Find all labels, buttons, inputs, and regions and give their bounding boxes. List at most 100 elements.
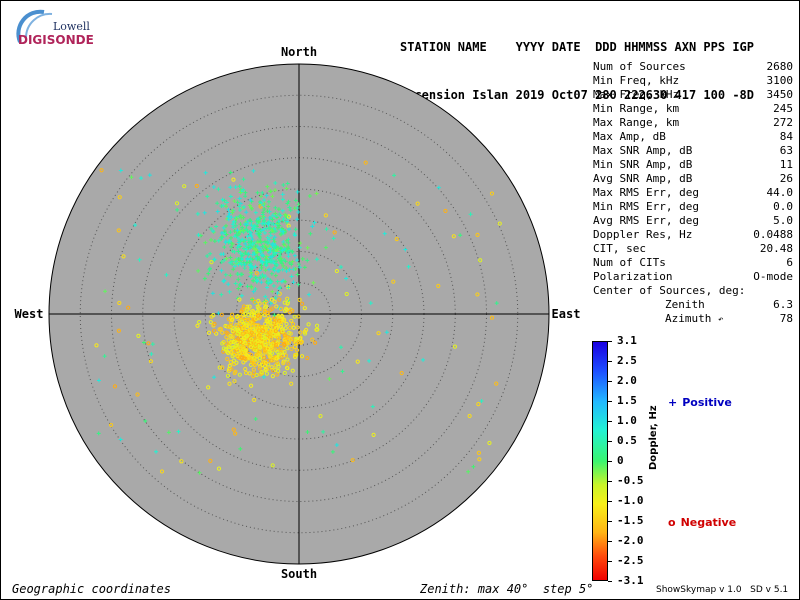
positive-source-marker xyxy=(278,285,283,290)
positive-source-marker xyxy=(208,251,213,256)
positive-source-marker xyxy=(281,242,286,247)
positive-source-marker xyxy=(263,245,268,250)
positive-source-marker xyxy=(255,190,260,195)
positive-source-marker xyxy=(228,260,233,265)
positive-source-marker xyxy=(307,292,312,297)
positive-source-marker xyxy=(243,238,248,243)
positive-source-marker xyxy=(278,250,283,255)
negative-source-marker xyxy=(251,367,256,372)
negative-source-marker xyxy=(234,347,239,352)
positive-source-marker xyxy=(237,282,242,287)
negative-source-marker xyxy=(259,325,265,330)
positive-source-marker xyxy=(260,260,265,265)
positive-source-marker xyxy=(296,209,301,214)
positive-source-marker xyxy=(267,246,272,251)
positive-source-marker xyxy=(291,280,296,285)
negative-source-marker xyxy=(243,311,248,316)
negative-source-marker xyxy=(225,350,231,355)
negative-source-marker xyxy=(282,333,287,338)
negative-source-marker xyxy=(283,326,288,331)
positive-source-marker xyxy=(265,184,270,189)
positive-source-marker xyxy=(141,340,146,345)
positive-source-marker xyxy=(143,418,148,423)
positive-source-marker xyxy=(238,207,243,212)
positive-source-marker xyxy=(280,192,285,197)
positive-source-marker xyxy=(296,282,301,287)
positive-source-marker xyxy=(305,245,310,250)
negative-source-marker xyxy=(230,345,235,350)
stat-row: Max RMS Err, deg 44.0 xyxy=(593,186,793,200)
negative-source-marker xyxy=(299,354,305,359)
negative-source-marker xyxy=(264,304,269,309)
positive-source-marker xyxy=(277,223,282,228)
positive-source-marker xyxy=(211,229,216,234)
positive-source-marker xyxy=(264,285,269,290)
positive-source-marker xyxy=(212,239,217,244)
negative-source-marker xyxy=(241,360,246,365)
negative-source-marker xyxy=(355,359,360,364)
positive-source-marker xyxy=(344,276,349,281)
positive-source-marker xyxy=(270,194,275,199)
positive-source-marker xyxy=(384,330,389,335)
positive-source-marker xyxy=(229,244,234,249)
positive-source-marker xyxy=(275,262,280,267)
positive-source-marker xyxy=(244,260,249,265)
positive-source-marker xyxy=(223,272,228,277)
positive-source-marker xyxy=(321,429,326,434)
positive-source-marker xyxy=(296,262,301,267)
positive-source-marker xyxy=(471,464,476,469)
positive-source-marker xyxy=(219,268,224,273)
positive-source-marker xyxy=(271,248,276,253)
positive-source-marker xyxy=(166,430,171,435)
azimuth-value: 78 xyxy=(779,312,793,325)
negative-source-marker xyxy=(208,320,213,325)
positive-source-marker xyxy=(295,272,300,277)
negative-source-marker xyxy=(234,325,239,330)
positive-source-marker xyxy=(250,237,255,242)
positive-source-marker xyxy=(324,227,329,232)
positive-source-marker xyxy=(281,182,286,187)
negative-source-marker xyxy=(467,413,472,419)
negative-source-marker xyxy=(242,336,247,341)
negative-source-marker xyxy=(255,313,261,318)
colorbar-tick-mark xyxy=(608,521,612,522)
negative-source-marker xyxy=(252,362,257,368)
positive-source-marker xyxy=(278,227,283,232)
negative-source-marker xyxy=(211,328,217,333)
coordinate-system-note: Geographic coordinates xyxy=(12,582,171,596)
positive-source-marker xyxy=(233,185,238,190)
positive-source-marker xyxy=(254,218,259,223)
negative-source-marker xyxy=(285,366,290,371)
lowell-digisonde-logo: Lowell DIGISONDE xyxy=(8,8,94,48)
positive-source-marker xyxy=(233,257,238,262)
positive-source-marker xyxy=(129,175,134,180)
positive-source-marker xyxy=(257,256,262,261)
positive-source-marker xyxy=(250,297,255,302)
negative-source-marker xyxy=(136,333,141,338)
negative-source-marker xyxy=(314,323,320,328)
negative-source-marker xyxy=(229,312,235,317)
positive-source-marker xyxy=(263,257,268,262)
negative-source-marker xyxy=(254,316,259,321)
negative-source-marker xyxy=(262,355,267,360)
negative-source-marker xyxy=(260,328,266,333)
negative-source-marker xyxy=(275,372,280,377)
positive-source-marker xyxy=(246,251,251,256)
negative-source-marker xyxy=(282,350,287,355)
negative-source-marker xyxy=(159,469,165,474)
positive-source-marker xyxy=(273,181,278,186)
negative-source-marker xyxy=(269,358,274,363)
positive-source-marker xyxy=(406,264,411,269)
positive-source-marker xyxy=(259,200,264,205)
positive-source-marker xyxy=(285,181,290,186)
positive-source-marker xyxy=(164,272,169,277)
positive-source-marker xyxy=(267,267,272,272)
positive-source-marker xyxy=(207,267,212,272)
negative-source-marker xyxy=(237,372,242,377)
positive-source-marker xyxy=(292,233,297,238)
stat-row: Max Range, km 272 xyxy=(593,116,793,130)
positive-source-marker xyxy=(233,259,238,264)
negative-source-marker xyxy=(94,343,99,348)
negative-source-marker xyxy=(251,374,256,379)
positive-source-marker xyxy=(262,230,267,235)
